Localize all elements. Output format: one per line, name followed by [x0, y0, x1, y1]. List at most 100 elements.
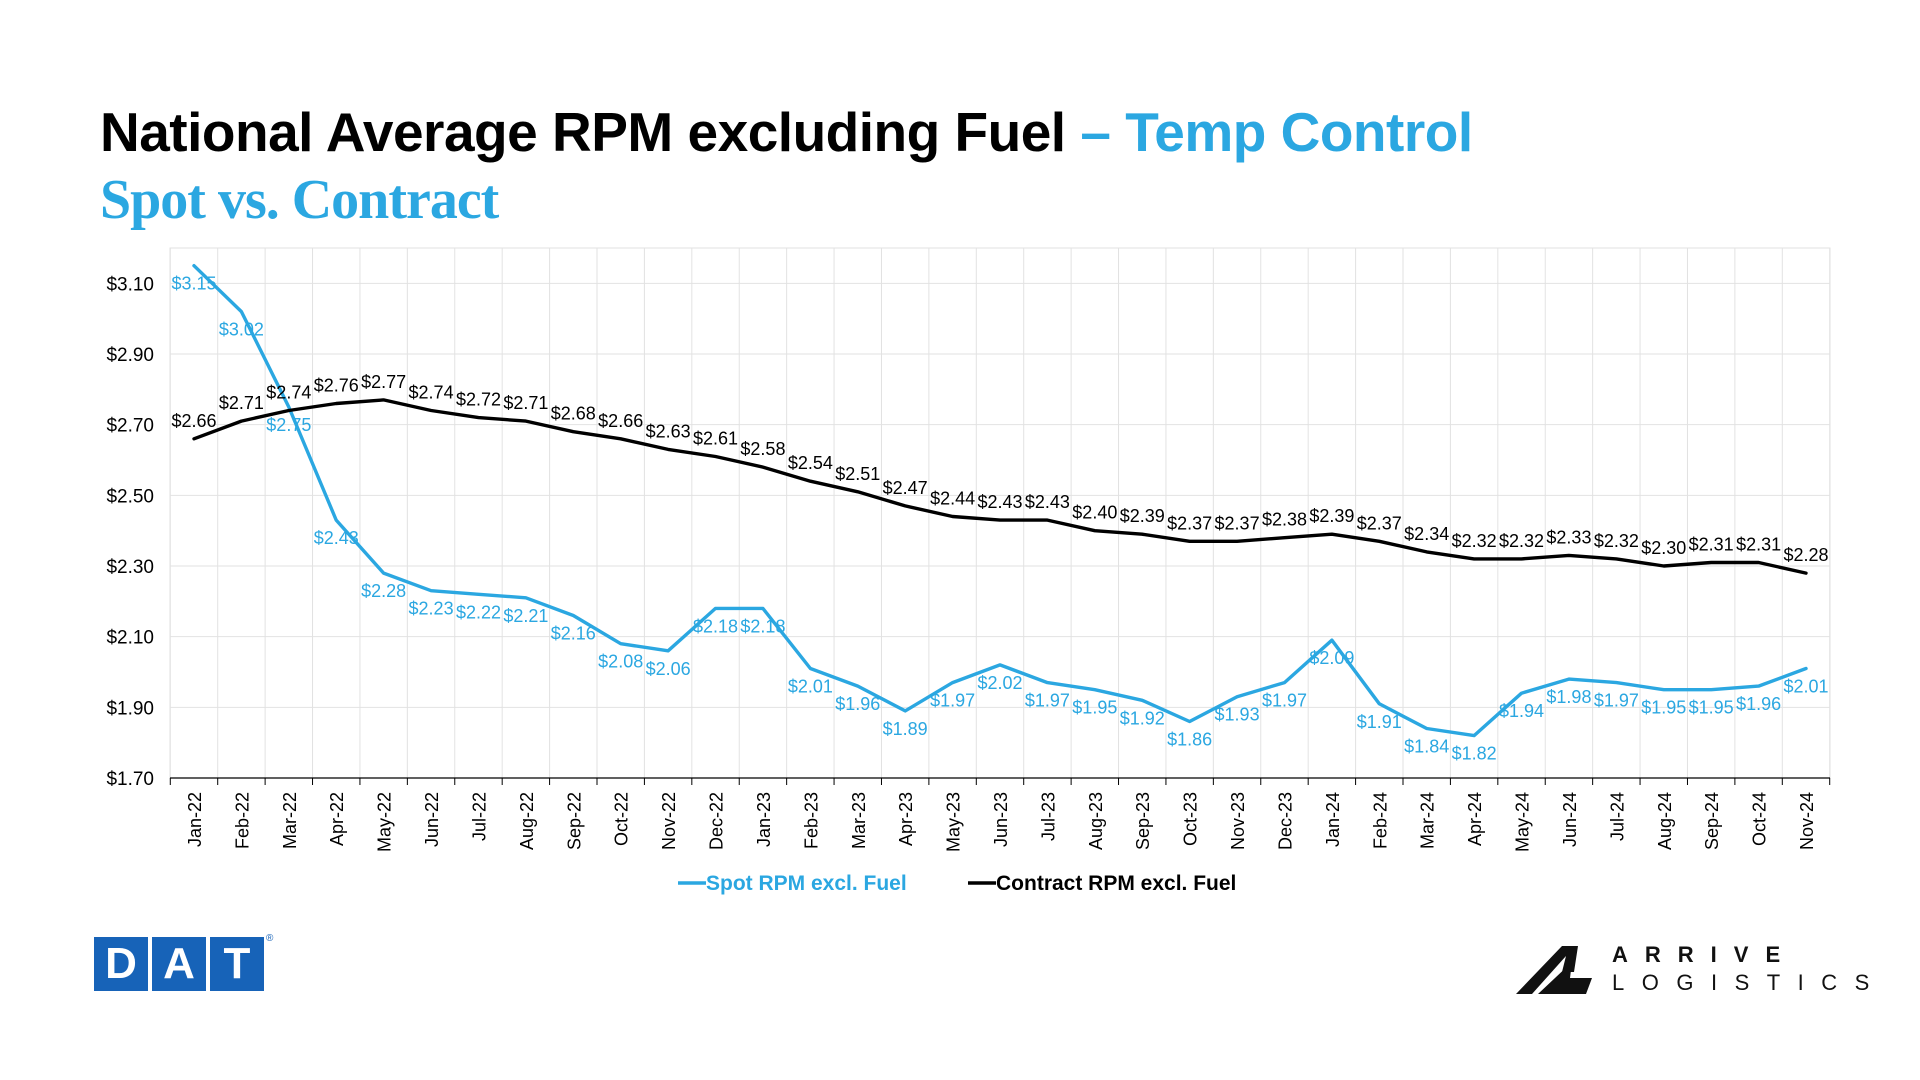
- contract-data-label: $2.40: [1072, 503, 1117, 523]
- spot-data-label: $2.06: [646, 659, 691, 679]
- contract-data-label: $2.77: [361, 372, 406, 392]
- contract-data-label: $2.39: [1120, 506, 1165, 526]
- spot-data-label: $1.82: [1452, 744, 1497, 764]
- contract-data-label: $2.51: [835, 464, 880, 484]
- contract-data-label: $2.54: [788, 453, 833, 473]
- dat-registered-mark: ®: [266, 933, 274, 944]
- spot-data-label: $2.75: [266, 415, 311, 435]
- contract-data-label: $2.66: [171, 411, 216, 431]
- x-tick-label: Oct-22: [612, 792, 632, 846]
- spot-data-label: $2.16: [551, 623, 596, 643]
- y-tick-label: $2.30: [106, 557, 154, 578]
- y-tick-label: $1.70: [106, 769, 154, 790]
- legend-label-contract: Contract RPM excl. Fuel: [996, 872, 1236, 895]
- x-tick-label: Nov-22: [659, 792, 679, 850]
- x-tick-label: Nov-24: [1797, 792, 1817, 850]
- spot-data-label: $1.92: [1120, 708, 1165, 728]
- x-tick-label: Sep-22: [564, 792, 584, 850]
- x-tick-label: Dec-22: [707, 792, 727, 850]
- x-tick-label: Oct-24: [1750, 792, 1770, 846]
- x-tick-label: Dec-23: [1275, 792, 1295, 850]
- x-tick-label: Sep-24: [1702, 792, 1722, 850]
- contract-data-label: $2.39: [1309, 506, 1354, 526]
- contract-data-label: $2.37: [1215, 513, 1260, 533]
- x-tick-label: Jan-22: [185, 792, 205, 847]
- y-tick-label: $2.10: [106, 628, 154, 649]
- x-tick-label: Nov-23: [1228, 792, 1248, 850]
- contract-data-label: $2.43: [1025, 492, 1070, 512]
- x-axis-tick-labels: Jan-22 Feb-22 Mar-22 Apr-22 May-22 Jun-22 Jul-…: [185, 792, 1817, 852]
- contract-data-label: $2.37: [1357, 513, 1402, 533]
- contract-data-label: $2.32: [1594, 531, 1639, 551]
- spot-data-label: $2.08: [598, 652, 643, 672]
- arrive-logistics-logo: ARRIVE LOGISTICS: [1516, 942, 1869, 1004]
- legend-label-spot: Spot RPM excl. Fuel: [706, 872, 907, 895]
- chart-subtitle: Spot vs. Contract: [100, 169, 499, 231]
- contract-data-label: $2.58: [740, 439, 785, 459]
- spot-data-label: $1.97: [1594, 691, 1639, 711]
- spot-data-label: $1.91: [1357, 712, 1402, 732]
- contract-data-label: $2.63: [646, 421, 691, 441]
- spot-data-label: $1.86: [1167, 729, 1212, 749]
- dat-logo-letter: A: [152, 937, 206, 991]
- contract-data-label: $2.33: [1546, 527, 1591, 547]
- x-tick-label: Apr-23: [896, 792, 916, 846]
- x-tick-label: Sep-23: [1133, 792, 1153, 850]
- contract-data-label: $2.31: [1736, 534, 1781, 554]
- dat-logo-letter: T: [210, 937, 264, 991]
- x-tick-label: Jul-23: [1038, 792, 1058, 841]
- spot-data-label: $1.93: [1215, 705, 1260, 725]
- x-tick-label: Feb-23: [801, 792, 821, 849]
- spot-data-label: $3.02: [219, 320, 264, 340]
- spot-data-label: $2.01: [788, 676, 833, 696]
- x-tick-label: Mar-22: [280, 792, 300, 849]
- chart-title-main: National Average RPM excluding Fuel: [100, 101, 1066, 163]
- arrive-logo-icon: [1516, 946, 1592, 994]
- arrive-logo-word-logistics: LOGISTICS: [1612, 970, 1887, 995]
- contract-data-label: $2.66: [598, 411, 643, 431]
- x-tick-label: Apr-22: [327, 792, 347, 846]
- contract-data-label: $2.68: [551, 404, 596, 424]
- x-tick-label: Jun-24: [1560, 792, 1580, 847]
- x-tick-label: Aug-23: [1086, 792, 1106, 850]
- spot-data-label: $1.95: [1641, 698, 1686, 718]
- spot-data-label: $1.97: [930, 691, 975, 711]
- y-tick-label: $1.90: [106, 698, 154, 719]
- arrive-logo-word: ARRIVE: [1612, 942, 1798, 967]
- y-axis-tick-labels: $1.70 $1.90 $2.10 $2.30 $2.50 $2.70 $2.90 $3.10: [106, 274, 154, 790]
- contract-data-label: $2.28: [1783, 545, 1828, 565]
- x-tick-label: May-22: [375, 792, 395, 852]
- chart-legend: Spot RPM excl. Fuel Contract RPM excl. Fu…: [678, 872, 1236, 895]
- spot-data-label: $2.01: [1783, 676, 1828, 696]
- x-tick-label: Feb-24: [1370, 792, 1390, 849]
- x-tick-label: Jan-23: [754, 792, 774, 847]
- x-tick-label: Jul-24: [1607, 792, 1627, 841]
- spot-data-label: $1.89: [883, 719, 928, 739]
- spot-data-label: $2.18: [740, 616, 785, 636]
- spot-data-label: $1.97: [1025, 691, 1070, 711]
- contract-data-label: $2.43: [977, 492, 1022, 512]
- contract-series-line: [192, 398, 1808, 575]
- x-tick-label: Oct-23: [1181, 792, 1201, 846]
- spot-data-label: $2.28: [361, 581, 406, 601]
- dat-logo: D A T ®: [94, 933, 273, 991]
- spot-data-label: $1.95: [1689, 698, 1734, 718]
- y-tick-label: $2.70: [106, 416, 154, 437]
- contract-data-label: $2.38: [1262, 510, 1307, 530]
- x-tick-label: Jan-24: [1323, 792, 1343, 847]
- contract-data-label: $2.71: [503, 393, 548, 413]
- x-tick-label: Mar-24: [1418, 792, 1438, 849]
- dat-logo-letter: D: [94, 937, 148, 991]
- chart-axes: [169, 777, 1831, 785]
- spot-data-label: $1.96: [1736, 694, 1781, 714]
- contract-data-label: $2.72: [456, 390, 501, 410]
- contract-data-label: $2.61: [693, 428, 738, 448]
- contract-data-label: $2.34: [1404, 524, 1449, 544]
- spot-data-label: $2.02: [977, 673, 1022, 693]
- contract-data-label: $2.32: [1499, 531, 1544, 551]
- x-tick-label: Jun-23: [991, 792, 1011, 847]
- spot-data-label: $1.94: [1499, 701, 1544, 721]
- spot-data-label: $2.21: [503, 606, 548, 626]
- spot-data-label: $2.18: [693, 616, 738, 636]
- x-tick-label: Jul-22: [469, 792, 489, 841]
